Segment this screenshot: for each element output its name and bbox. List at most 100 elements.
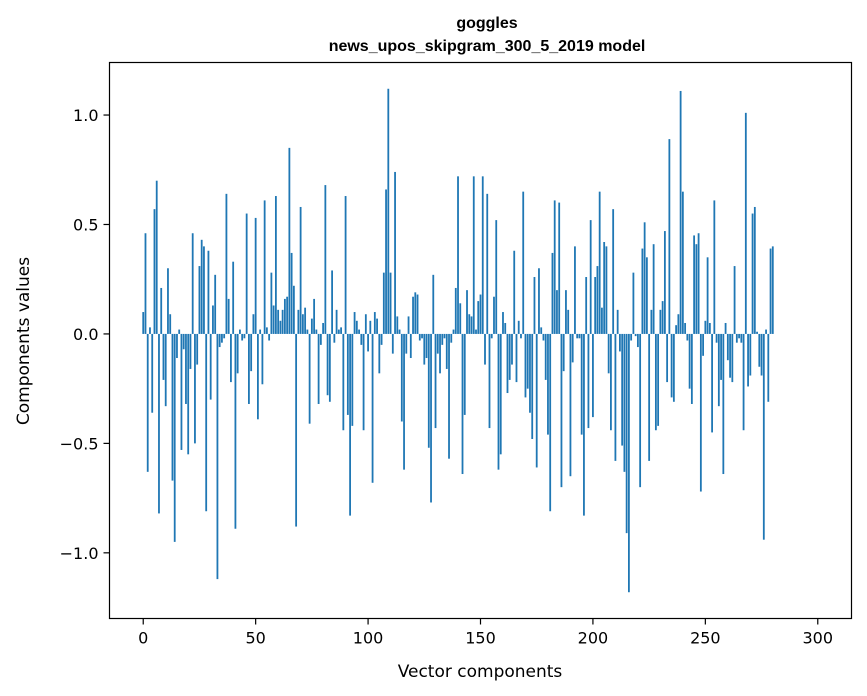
bar xyxy=(468,314,471,334)
bar xyxy=(511,333,513,365)
bar xyxy=(556,290,558,334)
bar xyxy=(583,333,585,516)
bar xyxy=(427,333,430,448)
x-axis-label: Vector components xyxy=(398,662,563,682)
bar xyxy=(265,327,268,334)
bar xyxy=(180,333,183,450)
bar xyxy=(486,193,489,334)
bar xyxy=(708,322,711,334)
x-tick-label: 150 xyxy=(465,629,496,648)
bar xyxy=(232,261,235,334)
bar xyxy=(771,246,774,334)
bar xyxy=(259,329,262,334)
bar xyxy=(209,333,212,400)
bar xyxy=(369,320,372,334)
bar xyxy=(535,333,538,468)
bar xyxy=(439,333,441,374)
bar xyxy=(191,233,194,334)
bar xyxy=(553,200,556,334)
bar xyxy=(236,333,239,374)
x-tick-label: 100 xyxy=(353,629,384,648)
bar xyxy=(619,333,621,352)
bar xyxy=(726,333,729,361)
bar xyxy=(241,333,244,341)
bar xyxy=(239,329,241,334)
bar xyxy=(445,333,448,369)
bar xyxy=(488,333,491,429)
bar xyxy=(668,139,671,334)
bar xyxy=(335,309,338,334)
bar xyxy=(666,333,669,383)
y-tick-label: 1.0 xyxy=(73,106,98,125)
bar xyxy=(598,191,601,334)
bar xyxy=(382,272,385,334)
bar xyxy=(749,333,752,376)
bar xyxy=(313,298,316,334)
bar xyxy=(610,333,612,431)
bar xyxy=(403,333,405,470)
bar xyxy=(274,196,277,334)
bar xyxy=(711,333,713,433)
bar xyxy=(234,333,237,529)
bar xyxy=(290,252,293,334)
bar xyxy=(605,246,608,334)
bar xyxy=(706,257,709,334)
bar xyxy=(448,333,450,459)
bars-group xyxy=(142,88,774,593)
bar xyxy=(223,333,226,339)
bar xyxy=(729,333,731,378)
bar xyxy=(200,239,203,334)
bar xyxy=(601,307,603,334)
bar xyxy=(400,333,403,422)
bar xyxy=(414,292,417,334)
bar xyxy=(636,333,639,348)
bar xyxy=(351,333,354,426)
bar xyxy=(317,333,320,404)
bar xyxy=(747,333,749,387)
bar xyxy=(310,318,313,334)
bar xyxy=(466,290,468,334)
bar xyxy=(533,277,536,334)
bar xyxy=(367,333,369,352)
bar xyxy=(380,333,383,345)
bar xyxy=(216,333,219,580)
bar xyxy=(632,272,635,334)
x-tick-label: 200 xyxy=(578,629,609,648)
y-axis-ticks: −1.0 −0.5 0.0 0.5 1.0 xyxy=(60,106,110,563)
bar xyxy=(164,333,167,407)
bar xyxy=(263,200,266,334)
bar xyxy=(230,333,232,383)
bar xyxy=(167,268,169,334)
bar xyxy=(387,88,390,334)
bar xyxy=(751,213,754,334)
bar xyxy=(574,246,576,334)
bar xyxy=(699,333,702,492)
bar xyxy=(672,333,675,402)
bar xyxy=(580,333,583,435)
bar xyxy=(765,329,767,334)
bar xyxy=(176,333,178,359)
bar xyxy=(484,333,486,365)
bar xyxy=(567,309,570,334)
bar xyxy=(187,333,190,455)
bar xyxy=(173,333,176,542)
bar xyxy=(153,209,156,334)
bar xyxy=(762,333,765,540)
bar xyxy=(391,333,394,354)
bar xyxy=(544,333,547,380)
bar xyxy=(697,233,700,334)
bar xyxy=(405,333,408,354)
bar xyxy=(616,309,619,334)
bar xyxy=(297,309,300,334)
bar xyxy=(441,333,444,345)
bar xyxy=(479,294,482,334)
bar xyxy=(515,333,518,383)
bar xyxy=(207,250,210,334)
bar xyxy=(461,333,464,475)
bar xyxy=(299,206,302,334)
bar xyxy=(742,333,745,431)
bar xyxy=(373,312,376,334)
bar xyxy=(189,333,192,369)
bar xyxy=(353,312,356,334)
bar xyxy=(592,333,594,418)
